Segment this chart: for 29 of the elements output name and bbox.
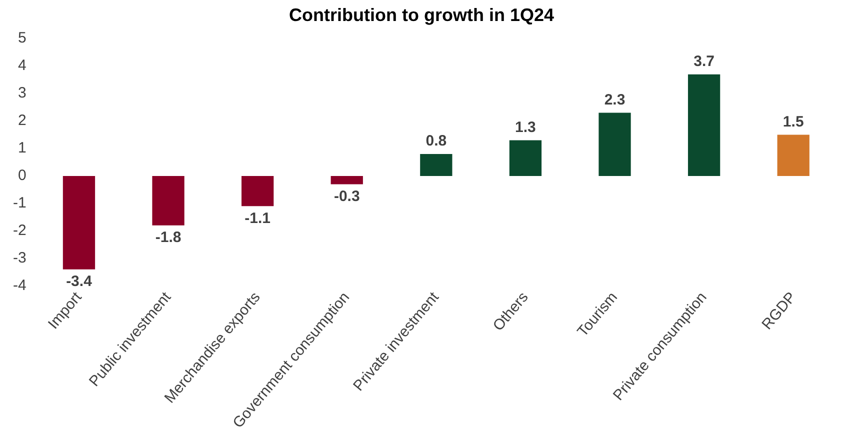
y-tick-label: 3 — [18, 84, 26, 102]
bar — [509, 140, 542, 176]
y-tick-label: -2 — [12, 222, 26, 240]
bar — [62, 176, 96, 270]
data-label: 3.7 — [694, 52, 714, 70]
bar — [420, 154, 452, 176]
bar — [598, 112, 631, 176]
y-tick-label: -4 — [12, 277, 26, 294]
bar — [242, 176, 274, 206]
data-label: -0.3 — [334, 188, 360, 205]
data-label: 0.8 — [426, 132, 447, 150]
bar — [777, 134, 810, 176]
y-tick-label: 4 — [18, 57, 26, 74]
y-tick-label: -3 — [12, 250, 26, 267]
bar — [152, 176, 184, 226]
data-label: -3.4 — [66, 273, 93, 290]
bar — [688, 74, 720, 176]
y-tick-label: 0 — [18, 167, 26, 184]
y-tick-label: 2 — [18, 112, 26, 130]
data-label: -1.8 — [155, 229, 182, 246]
y-tick-label: 1 — [18, 140, 26, 157]
data-label: -1.1 — [244, 210, 271, 227]
y-tick-label: -1 — [12, 194, 26, 212]
data-label: 2.3 — [604, 91, 626, 108]
data-label: 1.3 — [515, 118, 536, 136]
data-label: 1.5 — [782, 113, 804, 130]
bar — [330, 176, 363, 184]
chart-title: Contribution to growth in 1Q24 — [289, 4, 554, 25]
y-tick-label: 5 — [18, 30, 26, 47]
